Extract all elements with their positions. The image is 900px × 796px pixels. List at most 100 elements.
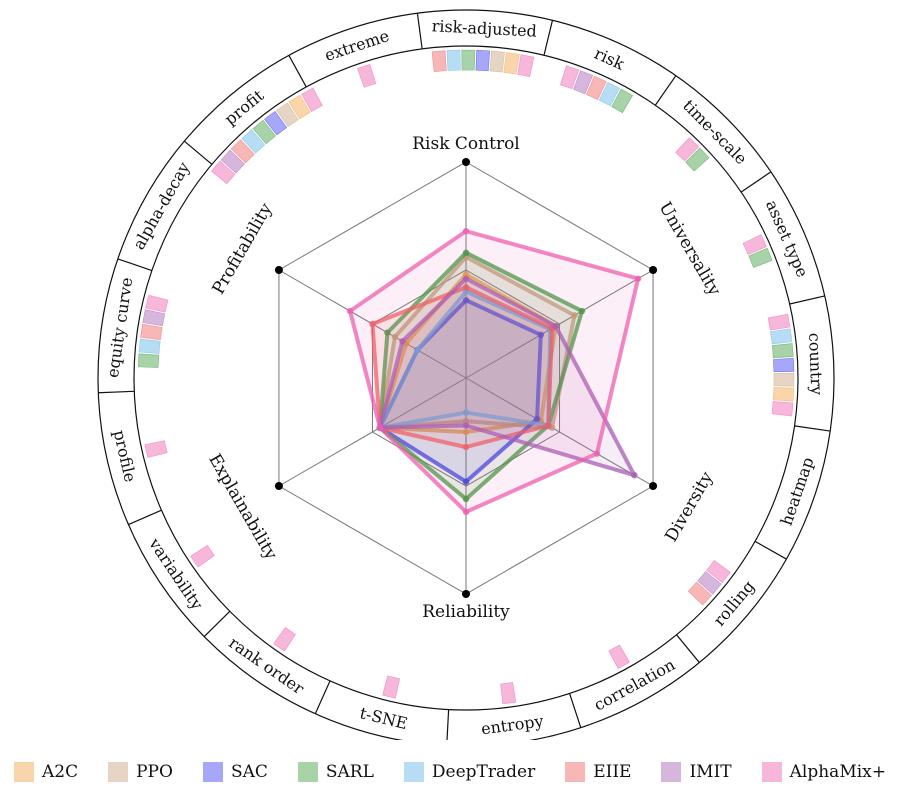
ring-marker-deeptrader <box>446 49 461 71</box>
legend-swatch <box>565 762 586 782</box>
data-point <box>391 333 399 341</box>
ring-marker-imit <box>142 309 166 327</box>
axis-spoke <box>465 377 654 487</box>
ring-marker-alphamix- <box>145 294 169 313</box>
axis-label-universality: Universality <box>655 199 725 300</box>
ring-divider <box>98 390 135 394</box>
radar-series <box>346 227 642 516</box>
ring-marker-alphamix- <box>144 440 168 458</box>
legend: A2C PPO SAC SARL DeepTrader EIIE IMIT AlphaMix+ <box>0 752 900 792</box>
ring-label: extreme <box>322 26 391 65</box>
data-point <box>545 422 552 429</box>
ring-label: country <box>805 332 826 395</box>
legend-swatch <box>202 762 223 782</box>
axis-label-explainability: Explainability <box>204 451 281 564</box>
ring-marker-alphamix- <box>273 627 296 652</box>
data-point <box>537 331 545 338</box>
ring-marker-alphamix- <box>211 160 236 185</box>
data-point <box>462 495 470 503</box>
ring-divider <box>676 634 700 663</box>
axis-end-dot <box>274 266 283 274</box>
legend-swatch <box>661 762 682 782</box>
legend-label: AlphaMix+ <box>789 762 886 782</box>
legend-label: PPO <box>136 762 173 782</box>
ring-marker-deeptrader <box>241 129 266 154</box>
legend-item-sarl: SARL <box>297 762 374 782</box>
ring-marker-sac <box>475 49 491 72</box>
ring-marker-alphamix- <box>675 137 700 162</box>
data-point <box>384 329 391 336</box>
ring-marker-imit <box>697 571 722 595</box>
legend-label: A2C <box>42 762 79 782</box>
ring-label: t-SNE <box>358 703 410 733</box>
ring-label: alpha-decay <box>129 159 193 253</box>
ring-marker-eiie <box>586 75 607 100</box>
ring-label: asset type <box>762 197 812 280</box>
data-point <box>631 472 638 479</box>
ring-label: risk-adjusted <box>431 16 537 40</box>
data-point <box>593 450 601 457</box>
ring-marker-a2c <box>503 52 520 75</box>
legend-item-deeptrader: DeepTrader <box>403 762 536 782</box>
legend-label: EIIE <box>593 762 632 782</box>
ring-marker-sarl <box>748 247 773 268</box>
ring-divider <box>543 20 554 56</box>
ring-marker-alphamix- <box>382 675 401 699</box>
axis-end-dot <box>649 266 658 274</box>
data-point <box>414 346 421 354</box>
ring-marker-eiie <box>140 323 163 341</box>
ring-marker-alphamix- <box>706 559 731 584</box>
ring-markers <box>137 49 795 705</box>
ring-label: heatmap <box>777 455 818 528</box>
ring-marker-alphamix- <box>301 87 323 112</box>
axis-label-reliability: Reliability <box>422 602 510 622</box>
axis-end-dot <box>649 482 658 490</box>
legend-swatch <box>108 762 129 782</box>
legend-item-alphamix-: AlphaMix+ <box>761 762 886 782</box>
axis-end-dot <box>462 590 470 598</box>
axis-spoke <box>465 269 654 379</box>
radar-grid <box>274 158 658 598</box>
axis-label-diversity: Diversity <box>661 468 717 545</box>
ring-marker-eiie <box>230 139 255 164</box>
ring-divider <box>654 75 677 106</box>
legend-swatch <box>403 762 424 782</box>
data-point <box>552 322 559 330</box>
data-point <box>376 424 384 431</box>
axis-label-profitability: Profitability <box>208 200 276 298</box>
ring-marker-ppo <box>773 372 795 387</box>
ring-marker-sac <box>773 357 795 373</box>
axis-end-dot <box>462 158 470 166</box>
data-point <box>462 275 470 282</box>
ring-marker-alphamix- <box>742 234 767 255</box>
data-point <box>346 307 354 315</box>
ring-marker-alphamix- <box>771 401 794 417</box>
legend-item-a2c: A2C <box>14 762 78 782</box>
ring-label: profile <box>110 428 140 484</box>
data-point <box>369 320 376 328</box>
ring-marker-ppo <box>276 102 299 128</box>
ring-marker-ppo <box>489 50 505 73</box>
legend-item-ppo: PPO <box>108 762 173 782</box>
legend-item-sac: SAC <box>202 762 268 782</box>
axis-end-dot <box>274 482 283 490</box>
ring-marker-alphamix- <box>608 644 630 670</box>
legend-swatch <box>14 762 34 782</box>
ring-marker-imit <box>220 149 245 174</box>
legend-item-eiie: EIIE <box>565 762 631 782</box>
ring-label: risk <box>591 44 627 74</box>
data-point <box>462 284 470 291</box>
series-alphamix- <box>348 229 641 514</box>
data-point <box>462 297 470 304</box>
ring-marker-alphamix- <box>559 65 580 90</box>
data-point <box>399 338 406 345</box>
ring-marker-sarl <box>252 119 276 145</box>
ring-marker-sarl <box>137 353 160 368</box>
legend-label: DeepTrader <box>431 762 536 782</box>
data-point <box>462 409 470 416</box>
data-point <box>634 275 642 282</box>
ring-divider <box>203 610 231 638</box>
ring-marker-sarl <box>611 88 634 114</box>
data-point <box>462 443 470 451</box>
